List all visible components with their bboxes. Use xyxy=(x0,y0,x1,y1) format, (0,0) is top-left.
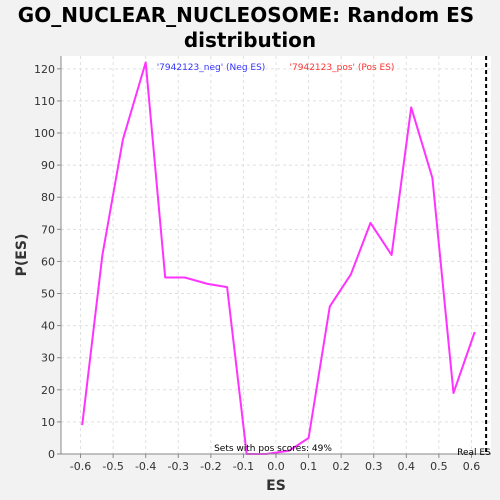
x-tick-label-3: -0.3 xyxy=(168,460,189,473)
y-tick-label-3: 30 xyxy=(41,352,55,365)
x-tick-label-6: 0.0 xyxy=(267,460,285,473)
y-tick-label-9: 90 xyxy=(41,159,55,172)
legend-entry-neg: '7942123_neg' (Neg ES) xyxy=(157,63,266,73)
x-tick-label-1: -0.5 xyxy=(102,460,123,473)
y-axis-label: P(ES) xyxy=(14,234,30,277)
x-tick-label-9: 0.3 xyxy=(365,460,383,473)
x-tick-label-7: 0.1 xyxy=(300,460,318,473)
y-tick-label-10: 100 xyxy=(34,127,55,140)
y-tick-label-7: 70 xyxy=(41,223,55,236)
y-tick-label-5: 50 xyxy=(41,288,55,301)
x-ticks: -0.6 -0.5 -0.4 -0.3 -0.2 -0.1 0.0 0.1 0.2 0.3 0.4 0… xyxy=(70,454,480,473)
y-tick-label-0: 0 xyxy=(48,448,55,461)
x-axis-label: ES xyxy=(266,478,286,494)
legend-entry-pos: '7942123_pos' (Pos ES) xyxy=(290,63,395,73)
pos-scores-annotation: Sets with pos scores: 49% xyxy=(214,444,332,454)
x-tick-label-10: 0.4 xyxy=(398,460,416,473)
y-tick-label-2: 20 xyxy=(41,384,55,397)
y-ticks: 0 10 20 30 40 50 60 70 80 90 100 110 120 xyxy=(34,63,61,461)
y-tick-label-4: 40 xyxy=(41,320,55,333)
real-es-label: Real ES xyxy=(457,448,491,458)
y-tick-label-8: 80 xyxy=(41,191,55,204)
x-tick-label-5: -0.1 xyxy=(233,460,254,473)
x-tick-label-12: 0.6 xyxy=(463,460,481,473)
y-tick-label-11: 110 xyxy=(34,95,55,108)
y-tick-label-12: 120 xyxy=(34,63,55,76)
chart-title-line-1: GO_NUCLEAR_NUCLEOSOME: Random ES xyxy=(18,3,474,27)
chart-title-line-2: distribution xyxy=(184,28,316,52)
y-tick-label-1: 10 xyxy=(41,416,55,429)
x-tick-label-4: -0.2 xyxy=(200,460,221,473)
x-tick-label-8: 0.2 xyxy=(332,460,350,473)
x-tick-label-0: -0.6 xyxy=(70,460,91,473)
x-tick-label-11: 0.5 xyxy=(430,460,448,473)
x-tick-label-2: -0.4 xyxy=(135,460,156,473)
y-tick-label-6: 60 xyxy=(41,255,55,268)
